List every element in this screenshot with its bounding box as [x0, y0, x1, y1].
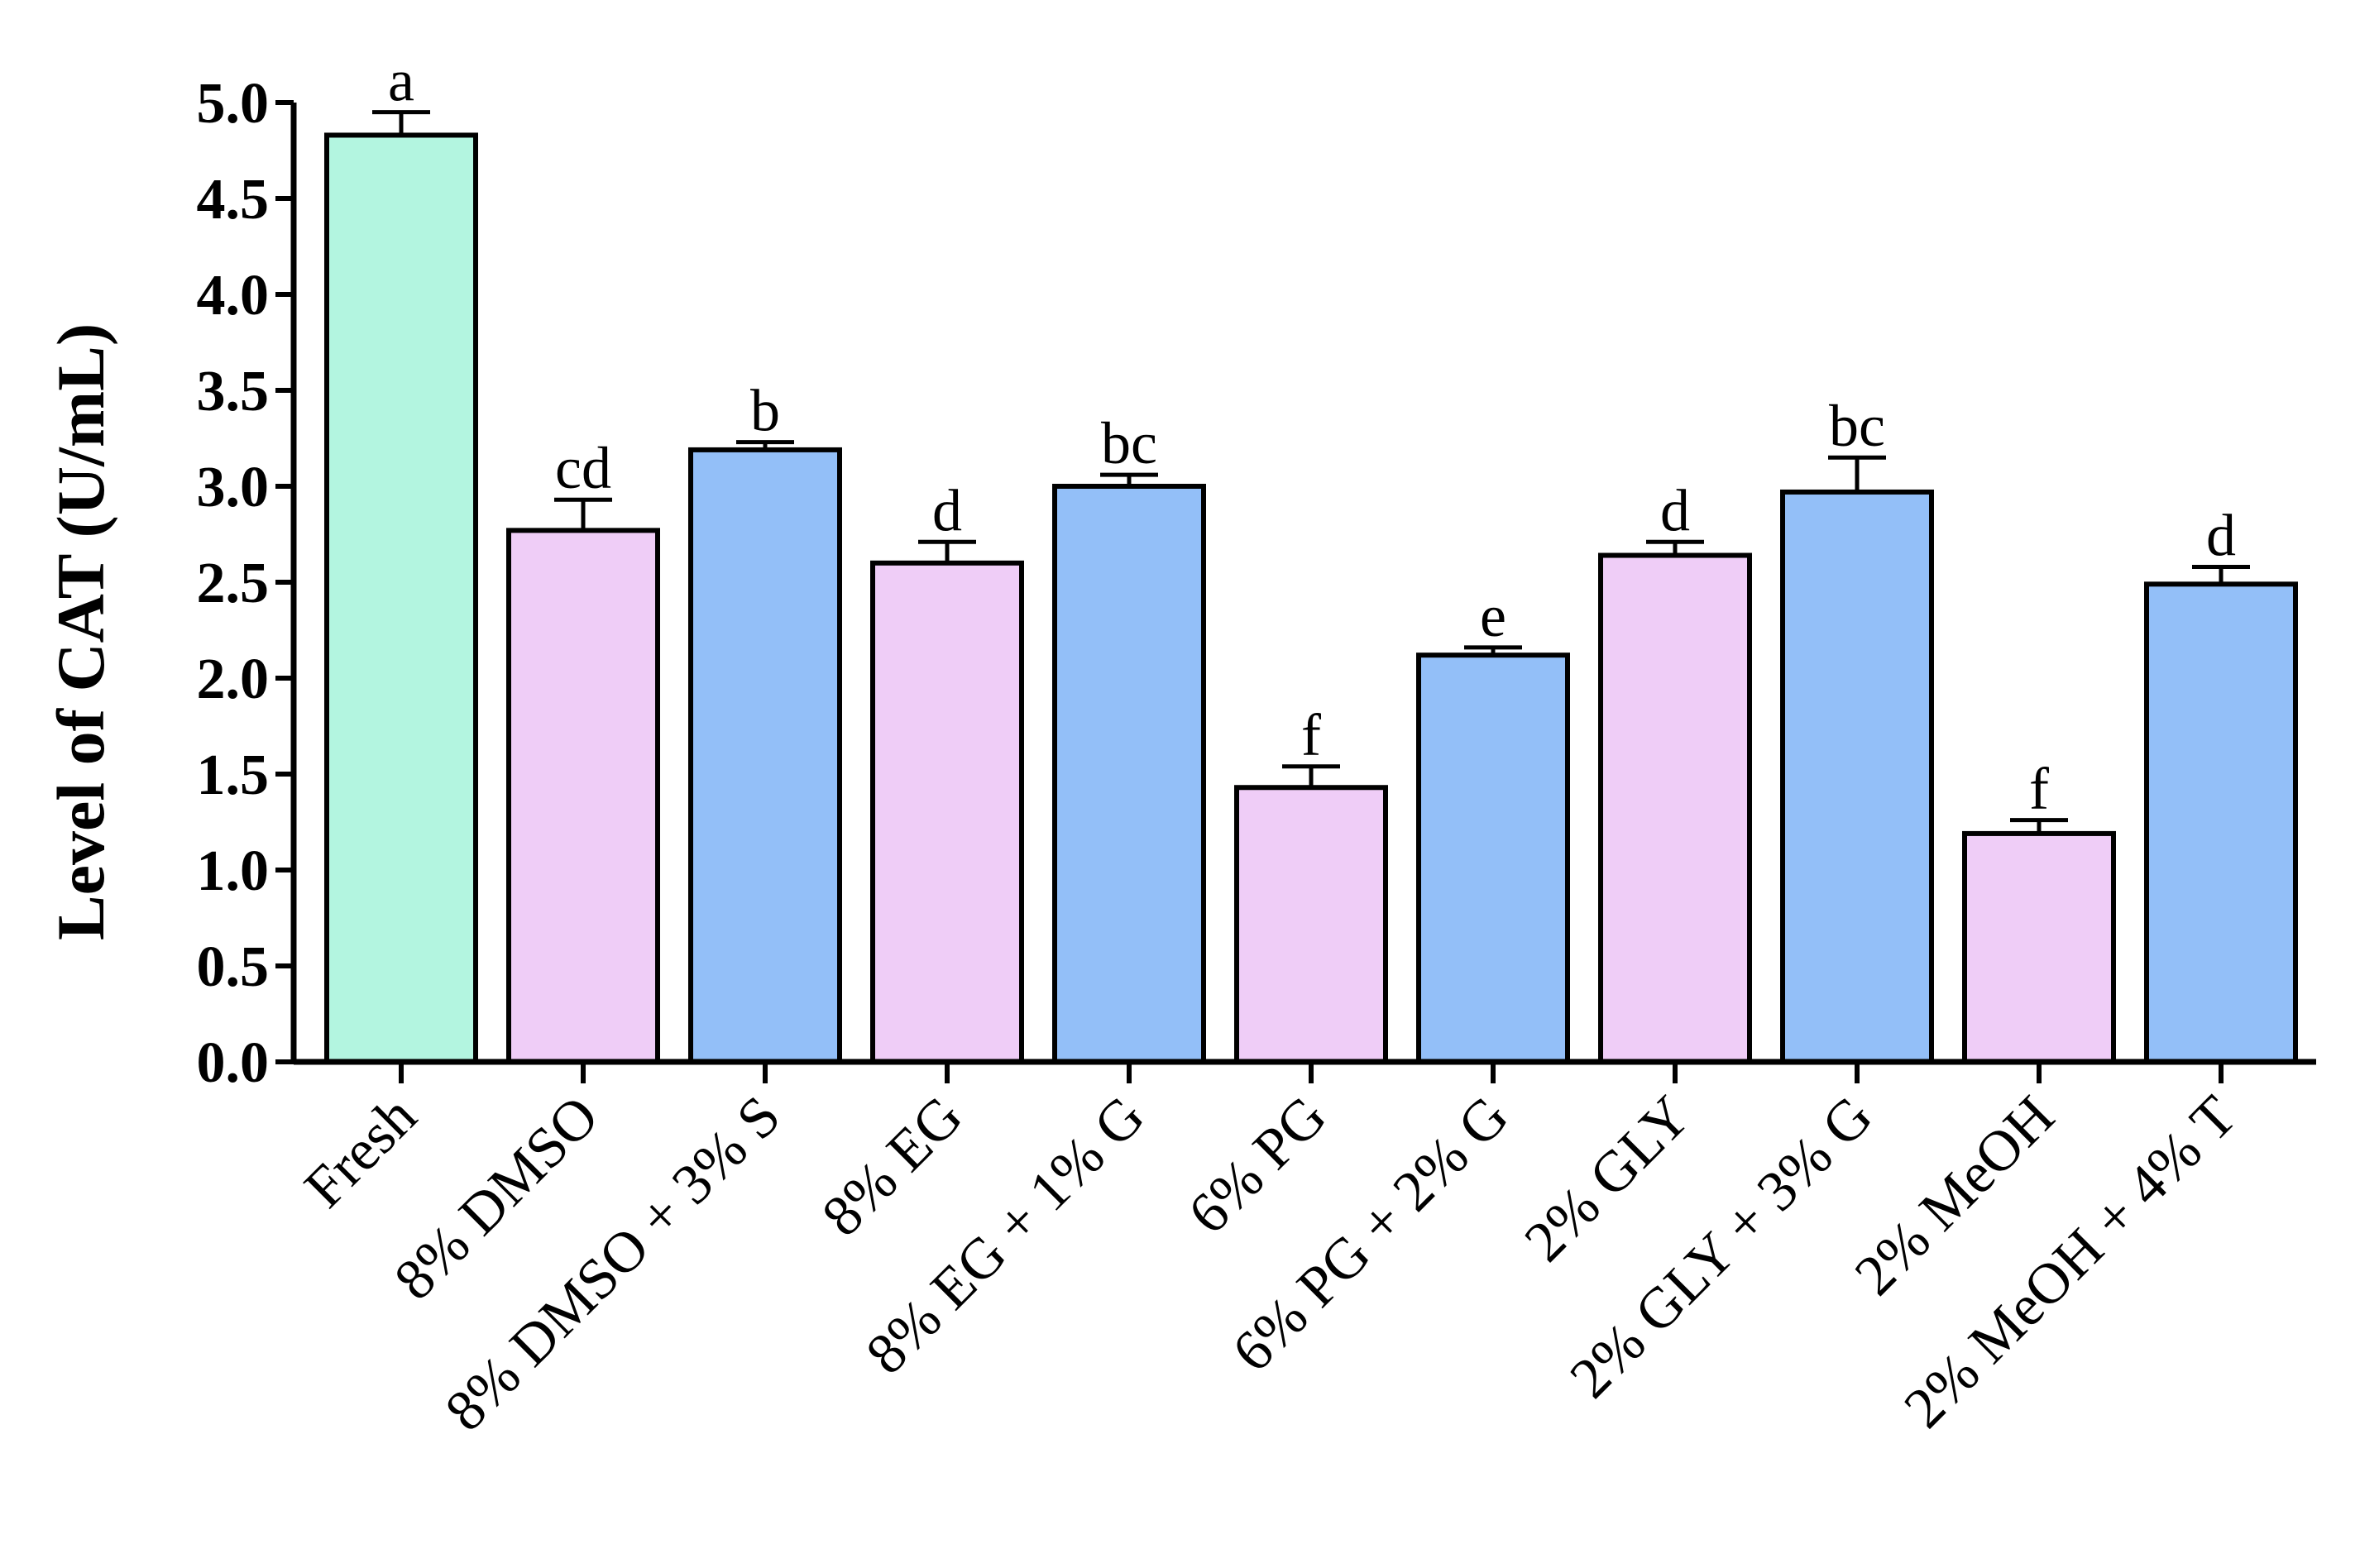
significance-letter-6: e	[1480, 583, 1506, 649]
category-label-3: 8% EG	[811, 1084, 975, 1249]
y-tick-label-8: 4.0	[197, 264, 270, 327]
significance-letter-9: f	[2029, 756, 2049, 822]
axes-layer	[275, 100, 2316, 1083]
significance-letter-4: bc	[1101, 410, 1157, 476]
bar-1	[506, 528, 660, 1064]
y-tick-label-9: 4.5	[197, 168, 270, 232]
category-label-0: Fresh	[293, 1084, 428, 1220]
bar-7	[1598, 552, 1752, 1064]
y-tick-label-10: 5.0	[197, 72, 270, 136]
bar-6	[1416, 653, 1570, 1064]
y-tick-label-0: 0.0	[197, 1031, 270, 1095]
category-label-8: 2% GLY + 3% G	[1558, 1084, 1885, 1411]
bar-3	[870, 560, 1024, 1064]
significance-letter-8: bc	[1829, 393, 1885, 459]
bar-9	[1962, 830, 2116, 1064]
significance-letter-1: cd	[555, 435, 611, 501]
bar-8	[1780, 489, 1934, 1064]
bar-10	[2144, 581, 2298, 1064]
significance-letter-7: d	[1660, 477, 1690, 543]
significance-letter-2: b	[750, 378, 780, 444]
category-label-7: 2% GLY	[1513, 1084, 1703, 1274]
y-tick-label-6: 3.0	[197, 456, 270, 519]
significance-letter-10: d	[2206, 502, 2236, 568]
y-axis-title: Level of CAT (U/mL)	[43, 323, 118, 940]
y-tick-label-5: 2.5	[197, 552, 270, 615]
bar-2	[688, 447, 842, 1064]
bar-4	[1052, 484, 1206, 1064]
bar-0	[324, 132, 478, 1065]
significance-letter-5: f	[1301, 702, 1321, 768]
y-tick-label-1: 0.5	[197, 935, 270, 999]
category-label-10: 2% MeOH + 4% T	[1893, 1084, 2249, 1441]
y-tick-label-7: 3.5	[197, 360, 270, 423]
category-label-2: 8% DMSO + 3% S	[433, 1084, 792, 1443]
y-tick-label-4: 2.0	[197, 648, 270, 711]
significance-letter-3: d	[932, 477, 962, 543]
bar-5	[1234, 785, 1388, 1064]
significance-letter-0: a	[388, 48, 414, 114]
y-tick-label-3: 1.5	[197, 743, 270, 807]
y-tick-label-2: 1.0	[197, 839, 270, 903]
bars-layer	[324, 110, 2298, 1065]
category-label-5: 6% PG	[1176, 1084, 1338, 1246]
